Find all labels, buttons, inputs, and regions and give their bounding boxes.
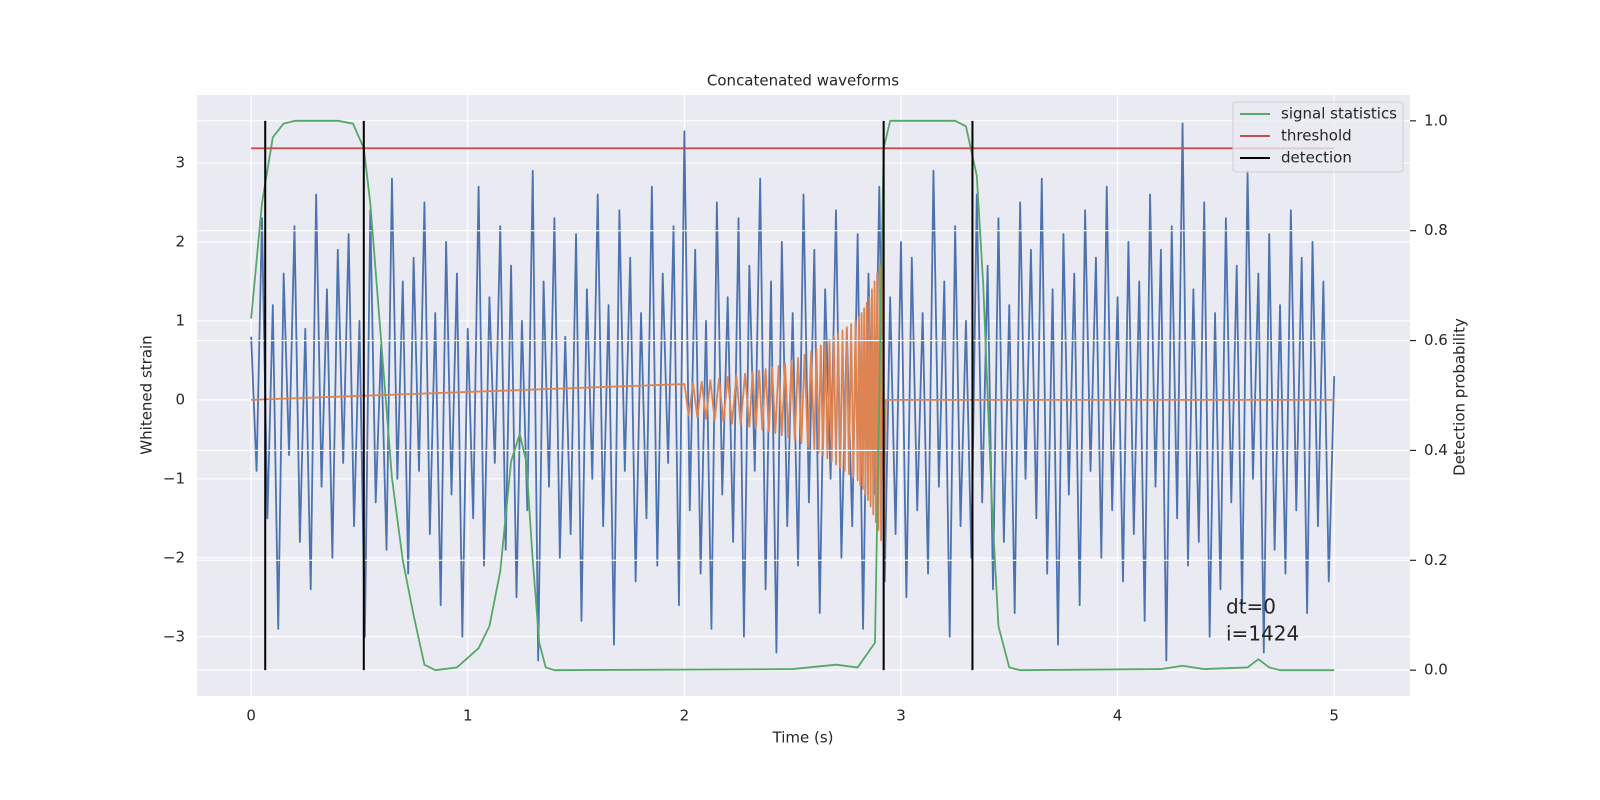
legend-label: threshold — [1281, 127, 1352, 145]
y2-tick-label: 1.0 — [1424, 111, 1448, 129]
y2-axis-label: Detection probability — [1451, 318, 1469, 476]
annotation: i=1424 — [1226, 622, 1299, 646]
y2-tick-label: 0.2 — [1424, 551, 1448, 569]
marks — [250, 122, 1336, 662]
legend-box — [1232, 101, 1404, 173]
x-tick-label: 1 — [463, 707, 473, 725]
y-tick-label: 0 — [175, 390, 185, 408]
y-axis-label: Whitened strain — [138, 335, 156, 454]
x-axis-label: Time (s) — [772, 729, 834, 747]
series-line — [250, 119, 1335, 672]
y2-tick-label: 0.0 — [1424, 661, 1448, 679]
y-tick-label: −3 — [163, 627, 185, 645]
y2-tick-label: 0.8 — [1424, 221, 1448, 239]
y2-tick-label: 0.6 — [1424, 331, 1448, 349]
x-tick-label: 0 — [246, 707, 256, 725]
series-line — [250, 122, 1336, 662]
x-tick-label: 3 — [896, 707, 906, 725]
x-tick-label: 4 — [1113, 707, 1123, 725]
y-tick-label: −2 — [163, 548, 185, 566]
y-tick-label: 3 — [175, 153, 185, 171]
x-tick-label: 5 — [1329, 707, 1339, 725]
axes: 0 1 2 3 4 5 −3 −2 −1 0 1 2 3 0.0 0.2 0.4 0.6 0.8 1.0 — [163, 111, 1448, 724]
legend-label: signal statistics — [1281, 105, 1397, 123]
chart-title: Concatenated waveforms — [707, 72, 899, 90]
y-tick-label: −1 — [163, 469, 185, 487]
series-line — [251, 252, 1335, 551]
y-tick-label: 2 — [175, 232, 185, 250]
marks-right — [250, 119, 1335, 672]
legend-label: detection — [1281, 149, 1352, 167]
legend: signal statistics threshold detection — [1232, 101, 1404, 173]
grid-right — [197, 120, 1410, 671]
annotation: dt=0 — [1226, 595, 1276, 619]
y-tick-label: 1 — [175, 311, 185, 329]
x-tick-label: 2 — [680, 707, 690, 725]
y2-tick-label: 0.4 — [1424, 441, 1448, 459]
